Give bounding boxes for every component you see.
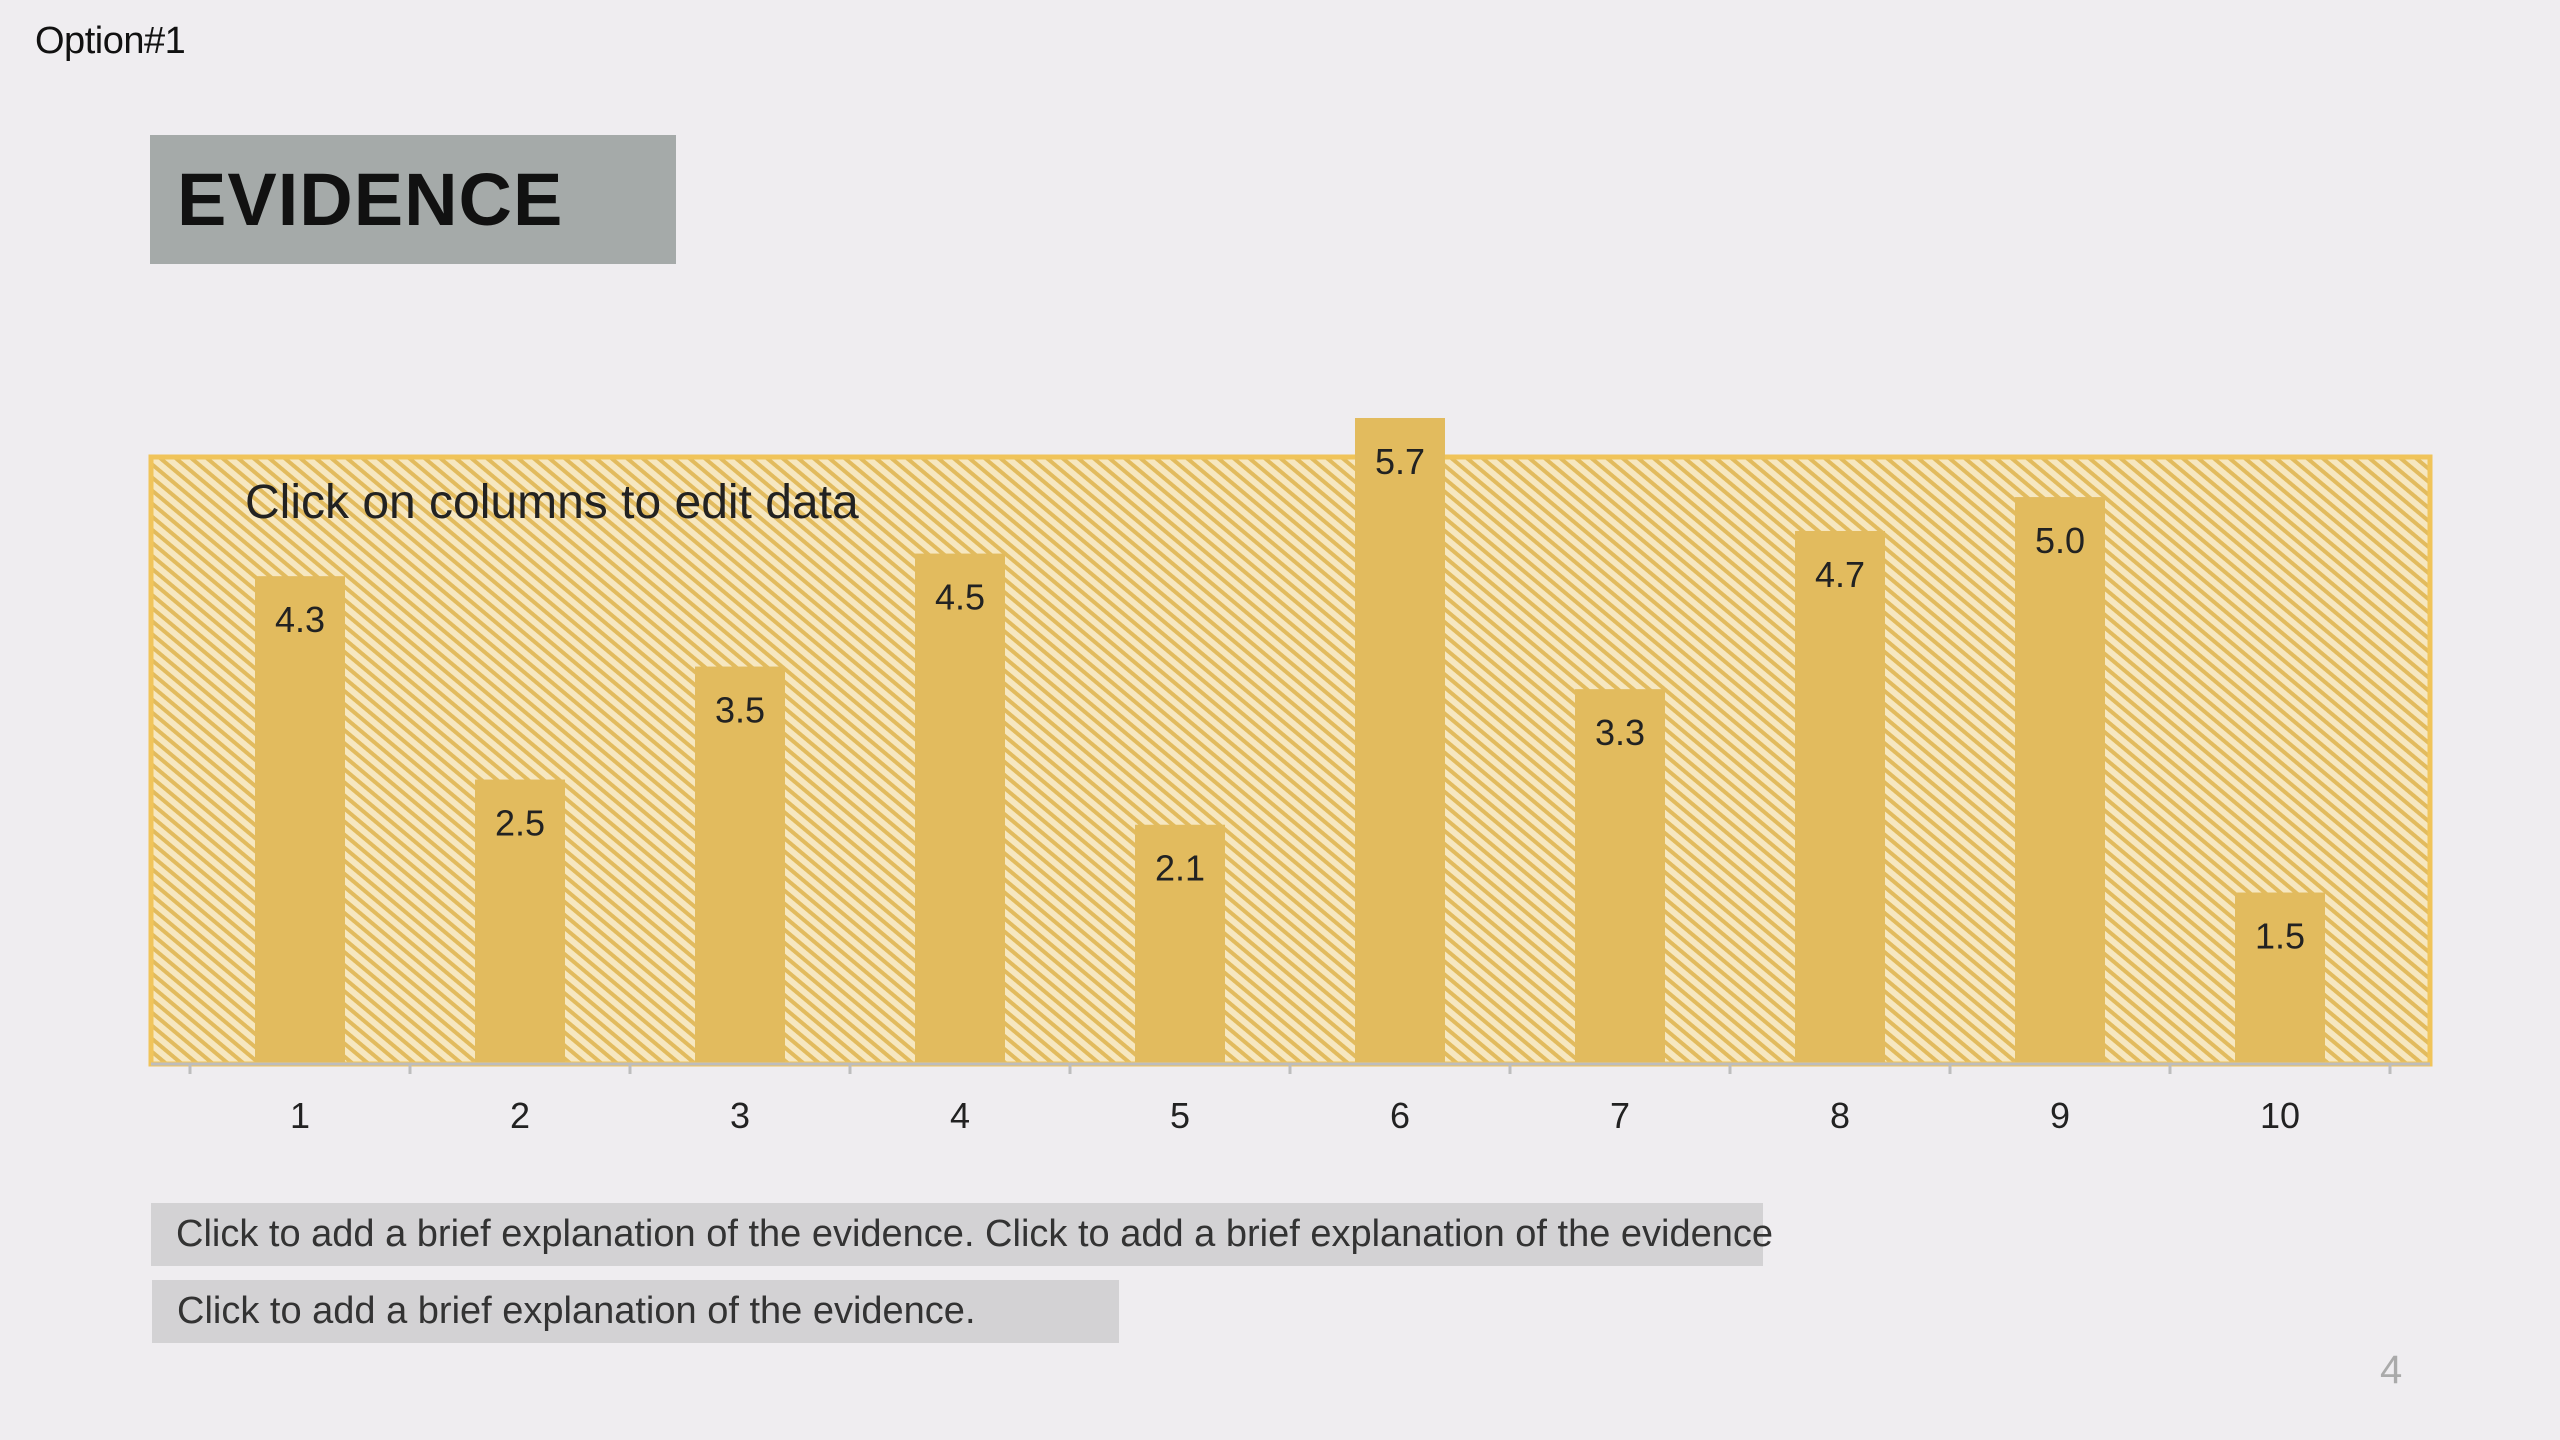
bar-1[interactable] bbox=[255, 576, 345, 1062]
bar-9[interactable] bbox=[2015, 497, 2105, 1062]
data-label-6: 5.7 bbox=[1375, 441, 1425, 482]
bar-6[interactable] bbox=[1355, 418, 1445, 1062]
bars-group bbox=[255, 418, 2325, 1062]
tick-label-5: 5 bbox=[1170, 1095, 1190, 1136]
tick-label-7: 7 bbox=[1610, 1095, 1630, 1136]
tick-label-9: 9 bbox=[2050, 1095, 2070, 1136]
evidence-note-2[interactable]: Click to add a brief explanation of the … bbox=[152, 1280, 1119, 1343]
bar-5[interactable] bbox=[1135, 824, 1225, 1062]
data-label-4: 4.5 bbox=[935, 577, 985, 618]
data-label-3: 3.5 bbox=[715, 690, 765, 731]
tick-label-3: 3 bbox=[730, 1095, 750, 1136]
tick-label-10: 10 bbox=[2260, 1095, 2300, 1136]
bar-8[interactable] bbox=[1795, 530, 1885, 1062]
slide-title: EVIDENCE bbox=[177, 158, 564, 241]
option-label: Option#1 bbox=[35, 20, 186, 62]
bar-3[interactable] bbox=[695, 666, 785, 1062]
bar-4[interactable] bbox=[915, 553, 1005, 1062]
x-tick-labels-group: 1 2 3 4 5 6 7 8 9 10 bbox=[290, 1095, 2300, 1136]
data-label-2: 2.5 bbox=[495, 803, 545, 844]
tick-label-4: 4 bbox=[950, 1095, 970, 1136]
x-ticks-group bbox=[188, 1064, 2392, 1074]
bar-7[interactable] bbox=[1575, 689, 1665, 1062]
tick-label-2: 2 bbox=[510, 1095, 530, 1136]
evidence-note-1[interactable]: Click to add a brief explanation of the … bbox=[151, 1203, 1773, 1266]
data-label-8: 4.7 bbox=[1815, 554, 1865, 595]
tick-label-6: 6 bbox=[1390, 1095, 1410, 1136]
tick-label-1: 1 bbox=[290, 1095, 310, 1136]
tick-label-8: 8 bbox=[1830, 1095, 1850, 1136]
data-label-9: 5.0 bbox=[2035, 520, 2085, 561]
chart-annotation[interactable]: Click on columns to edit data bbox=[245, 476, 859, 529]
data-labels-group: 4.3 2.5 3.5 4.5 2.1 5.7 3.3 4.7 5.0 1.5 bbox=[275, 441, 2305, 957]
data-label-10: 1.5 bbox=[2255, 916, 2305, 957]
bar-10[interactable] bbox=[2235, 892, 2325, 1062]
title-box[interactable]: EVIDENCE bbox=[150, 135, 676, 264]
data-label-5: 2.1 bbox=[1155, 848, 1205, 889]
bar-2[interactable] bbox=[475, 779, 565, 1062]
data-label-1: 4.3 bbox=[275, 599, 325, 640]
data-label-7: 3.3 bbox=[1595, 712, 1645, 753]
page-number: 4 bbox=[2380, 1348, 2403, 1392]
